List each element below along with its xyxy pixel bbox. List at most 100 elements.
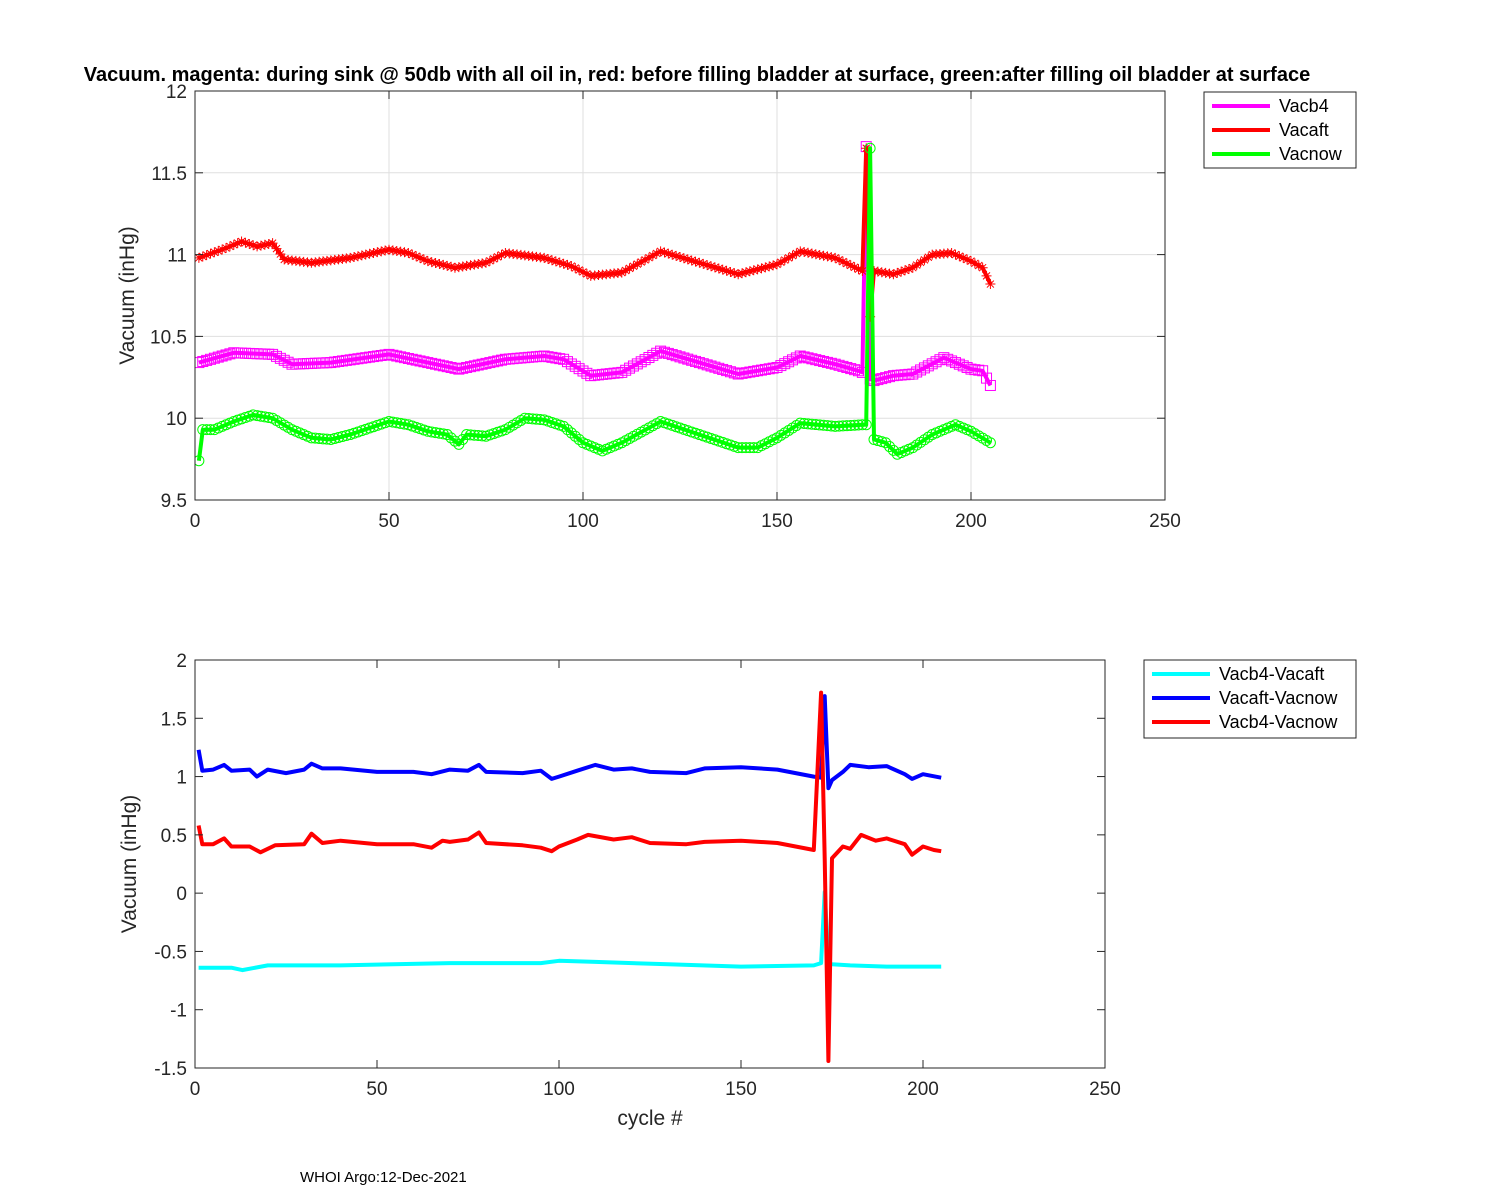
- data-point-marker: [779, 255, 790, 266]
- data-point-marker: [221, 243, 232, 254]
- data-point-marker: [737, 268, 748, 279]
- plot-area: [195, 660, 1105, 1068]
- data-point-marker: [438, 259, 449, 270]
- data-point-marker: [759, 363, 771, 375]
- data-point-marker: [981, 372, 993, 384]
- data-point-marker: [391, 350, 403, 362]
- bottom-plot: 0 50 100 150 200 250 -1.5 -1 -0.5 0 0.5 1 1.5 2 Vacuum…: [118, 651, 1357, 1130]
- data-point-marker: [376, 246, 387, 257]
- data-point-marker: [213, 245, 224, 256]
- data-point-marker: [946, 247, 957, 258]
- data-point-marker: [546, 351, 558, 363]
- data-point-marker: [554, 353, 566, 365]
- data-point-marker: [806, 248, 817, 259]
- y-axis-label: Vacuum (inHg): [118, 795, 141, 934]
- data-point-marker: [437, 360, 449, 372]
- data-point-marker: [748, 442, 760, 454]
- data-point-marker: [822, 251, 833, 262]
- data-point-marker: [562, 259, 573, 270]
- data-point-marker: [410, 354, 422, 366]
- data-point-marker: [957, 360, 969, 372]
- data-point-marker: [690, 355, 702, 367]
- data-point-marker: [251, 410, 263, 422]
- data-point-marker: [876, 436, 888, 448]
- data-point-marker: [682, 254, 693, 265]
- data-point-marker: [686, 354, 698, 366]
- data-point-marker: [197, 251, 208, 262]
- data-point-marker: [473, 259, 484, 270]
- data-point-marker: [356, 250, 367, 261]
- data-point-marker: [829, 420, 841, 432]
- data-point-marker: [561, 424, 573, 436]
- data-point-marker: [686, 255, 697, 266]
- data-point-marker: [701, 359, 713, 371]
- data-point-marker: [399, 352, 411, 364]
- series-markers-vacnow: [195, 142, 996, 467]
- data-point-marker: [860, 419, 872, 431]
- data-point-marker: [201, 354, 213, 366]
- data-point-marker: [252, 241, 263, 252]
- data-point-marker: [713, 263, 724, 274]
- data-point-marker: [845, 363, 857, 375]
- data-point-marker: [558, 420, 570, 432]
- data-point-marker: [876, 267, 887, 278]
- data-point-marker: [799, 247, 810, 258]
- data-point-marker: [775, 257, 786, 268]
- data-point-marker: [678, 352, 690, 364]
- data-point-marker: [271, 243, 282, 254]
- data-point-marker: [818, 419, 830, 431]
- data-point-marker: [946, 355, 958, 367]
- data-point-marker: [659, 247, 670, 258]
- data-point-marker: [973, 364, 985, 376]
- data-point-marker: [841, 361, 853, 373]
- data-point-marker: [434, 258, 445, 269]
- x-tick-label: 0: [190, 1079, 201, 1100]
- data-point-marker: [861, 143, 872, 154]
- data-point-marker: [911, 366, 923, 378]
- data-point-marker: [880, 372, 892, 384]
- data-point-marker: [616, 267, 627, 278]
- data-point-marker: [709, 262, 720, 273]
- data-point-marker: [340, 354, 352, 366]
- data-point-marker: [857, 265, 868, 276]
- data-point-marker: [849, 419, 861, 431]
- data-point-marker: [383, 415, 395, 427]
- data-point-marker: [457, 261, 468, 272]
- data-point-marker: [426, 426, 438, 438]
- x-tick-label: 200: [907, 1079, 939, 1100]
- data-point-marker: [383, 348, 395, 360]
- data-point-marker: [418, 356, 430, 368]
- data-point-marker: [565, 427, 577, 439]
- data-point-marker: [802, 418, 814, 430]
- data-point-marker: [973, 260, 984, 271]
- data-point-marker: [663, 248, 674, 259]
- data-point-marker: [465, 260, 476, 271]
- data-point-marker: [492, 355, 504, 367]
- data-point-marker: [694, 257, 705, 268]
- y-tick-label: 11.5: [151, 164, 187, 185]
- y-tick-label: 10.5: [150, 327, 187, 348]
- data-point-marker: [481, 257, 491, 268]
- data-point-marker: [977, 262, 988, 273]
- data-point-marker: [655, 246, 666, 257]
- data-point-marker: [942, 353, 954, 365]
- data-point-marker: [732, 368, 744, 380]
- data-point-marker: [768, 260, 779, 271]
- data-point-marker: [984, 379, 996, 391]
- data-point-marker: [422, 256, 433, 267]
- data-point-marker: [620, 265, 631, 276]
- data-point-marker: [418, 254, 429, 265]
- data-point-marker: [414, 355, 426, 367]
- data-point-marker: [658, 346, 670, 358]
- data-point-marker: [550, 256, 561, 267]
- data-point-marker: [880, 267, 891, 278]
- data-point-marker: [950, 249, 961, 260]
- series-markers-vacb4: [195, 141, 996, 391]
- x-tick-label: 100: [543, 1079, 575, 1100]
- data-point-marker: [267, 348, 279, 360]
- y-tick-label: 9.5: [161, 491, 187, 512]
- data-point-marker: [966, 256, 976, 267]
- data-point-marker: [558, 258, 569, 269]
- data-point-marker: [787, 354, 799, 366]
